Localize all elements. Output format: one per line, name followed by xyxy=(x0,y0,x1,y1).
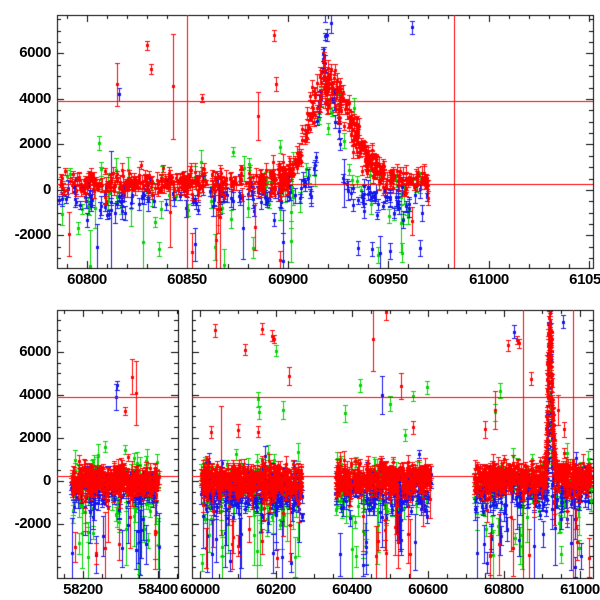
light-curve-plot-canvas[interactable] xyxy=(0,0,600,600)
light-curve-figure: 608006085060900609506100061050-200002000… xyxy=(0,0,600,600)
